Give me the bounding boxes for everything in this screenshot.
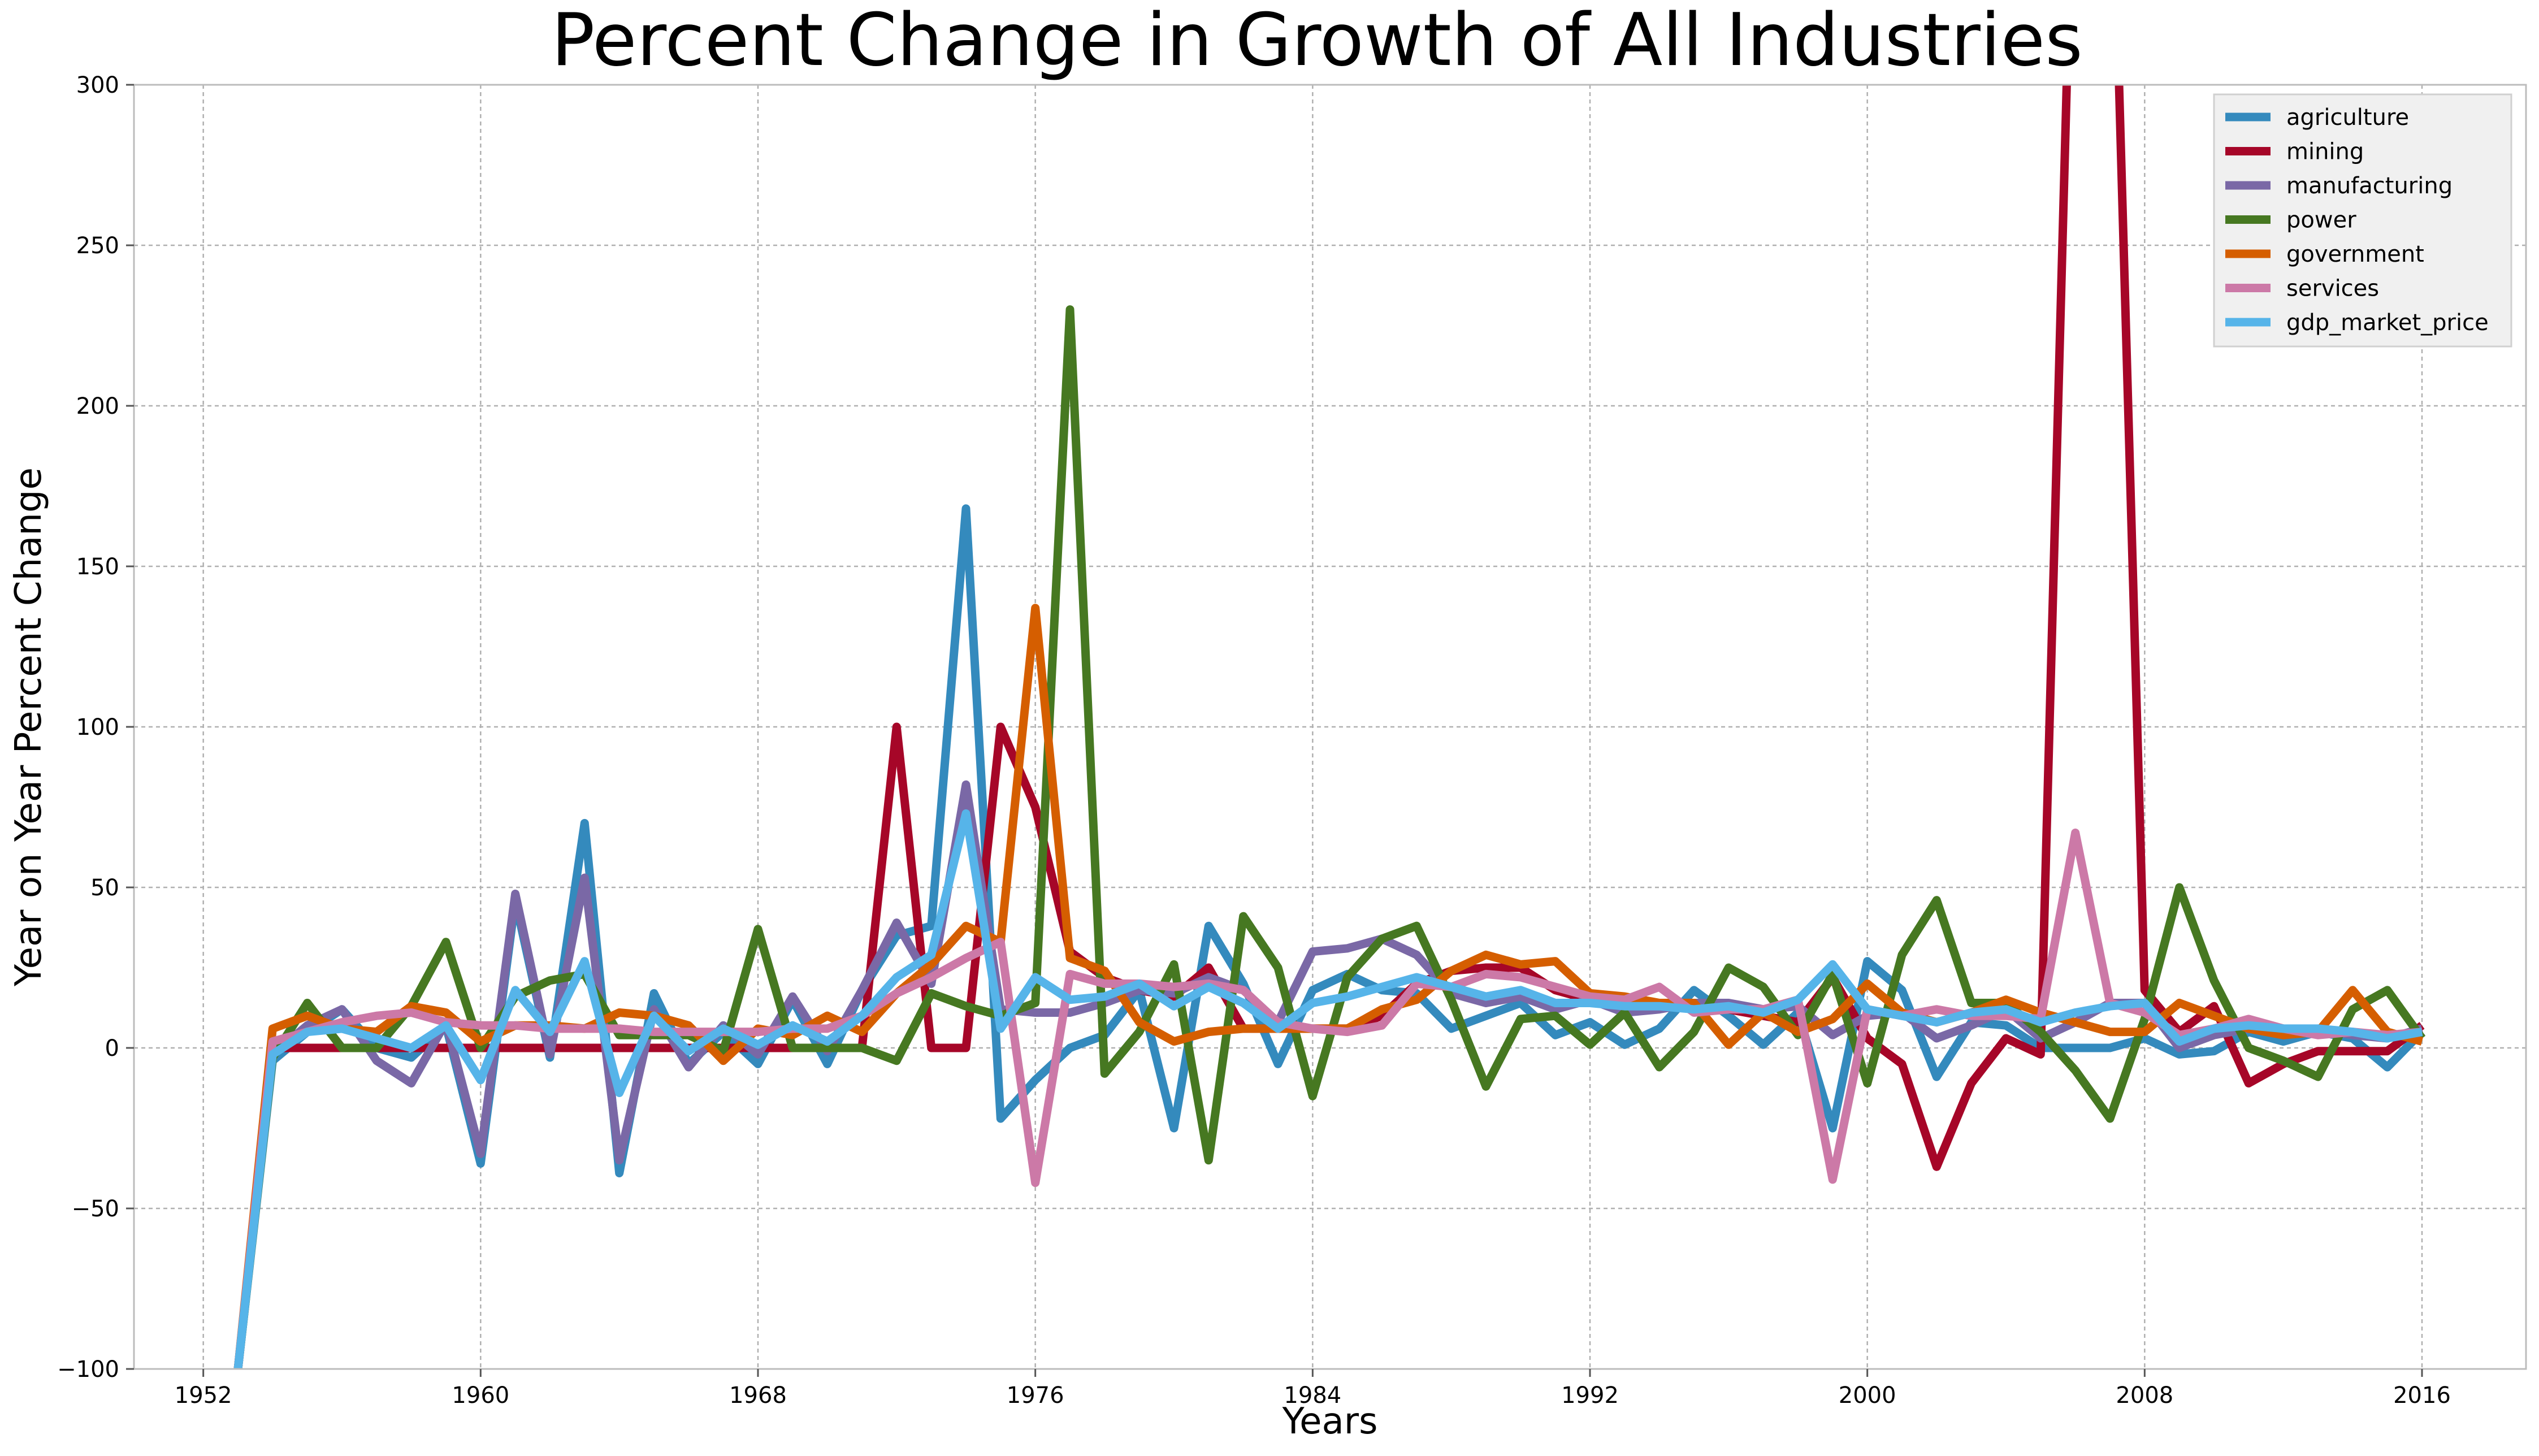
x-axis-label: Years bbox=[1282, 1401, 1378, 1442]
plot-frame bbox=[133, 84, 2527, 1370]
x-tick-label: 2008 bbox=[2116, 1383, 2173, 1409]
legend-label-government: government bbox=[2286, 241, 2424, 267]
legend-label-mining: mining bbox=[2286, 139, 2364, 165]
legend-label-power: power bbox=[2286, 207, 2356, 233]
x-tick-label: 2016 bbox=[2393, 1383, 2451, 1409]
series-line-gdp_market_price bbox=[233, 809, 2423, 1369]
y-tick-label: 250 bbox=[76, 233, 119, 259]
y-tick-label: 50 bbox=[90, 875, 119, 901]
y-tick-label: 100 bbox=[76, 714, 119, 740]
chart-title: Percent Change in Growth of All Industri… bbox=[551, 0, 2083, 83]
legend-label-services: services bbox=[2286, 276, 2379, 302]
series-line-mining bbox=[233, 85, 2425, 1369]
y-tick-label: 0 bbox=[105, 1035, 119, 1061]
y-tick-label: 200 bbox=[76, 393, 119, 419]
x-tick-label: 1960 bbox=[452, 1383, 509, 1409]
x-tick-label: 2000 bbox=[1839, 1383, 1896, 1409]
y-tick-label: −50 bbox=[72, 1196, 119, 1222]
legend: agriculture mining manufacturing power gover… bbox=[2213, 93, 2512, 348]
y-tick-label: 150 bbox=[76, 554, 119, 580]
grid bbox=[134, 84, 2526, 1370]
series-line-power bbox=[233, 305, 2426, 1369]
legend-label-manufacturing: manufacturing bbox=[2286, 173, 2453, 199]
series-line-manufacturing bbox=[233, 780, 2424, 1369]
series-lines bbox=[233, 85, 2426, 1369]
x-tick-label: 1984 bbox=[1284, 1383, 1341, 1409]
y-tick-label: 300 bbox=[76, 72, 119, 98]
y-axis-label: Year on Year Percent Change bbox=[8, 467, 50, 987]
x-tick-label: 1968 bbox=[729, 1383, 787, 1409]
x-tick-label: 1992 bbox=[1561, 1383, 1619, 1409]
x-axis-ticks: 1952 1960 1968 1976 1984 1992 2000 2008 2016 bbox=[175, 1369, 2451, 1409]
y-tick-label: −100 bbox=[57, 1357, 119, 1383]
y-axis-ticks: −100 −50 0 50 100 150 200 250 300 bbox=[57, 72, 134, 1383]
legend-label-agriculture: agriculture bbox=[2286, 105, 2409, 131]
x-tick-label: 1976 bbox=[1007, 1383, 1064, 1409]
legend-label-gdp_market_price: gdp_market_price bbox=[2286, 310, 2489, 336]
x-tick-label: 1952 bbox=[175, 1383, 232, 1409]
